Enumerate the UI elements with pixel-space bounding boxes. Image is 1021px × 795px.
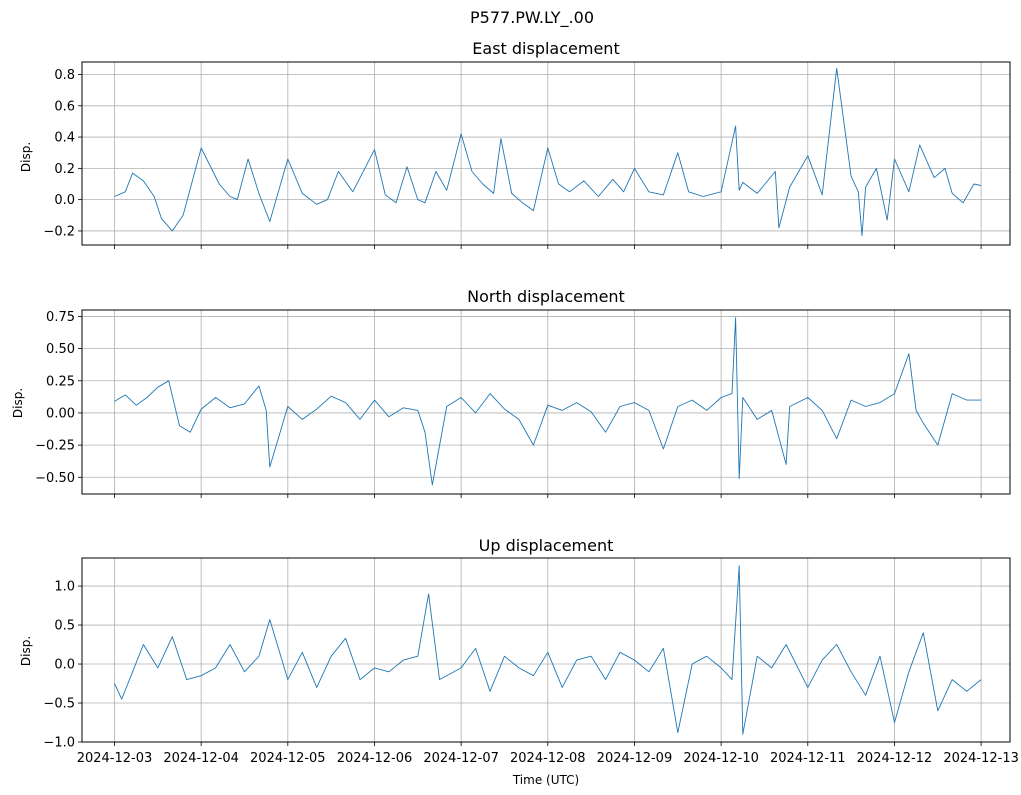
panel-up: Up displacement Disp. −1.0 −0.5 0.0 0.5 1.0 2… bbox=[19, 536, 1019, 766]
up-plot-area: −1.0 −0.5 0.0 0.5 1.0 2024-12-03 2024-12-04 202… bbox=[43, 557, 1019, 766]
north-ylabel: Disp. bbox=[11, 388, 25, 418]
east-y-tick-label: −0.2 bbox=[43, 224, 75, 239]
north-y-tick-label: −0.50 bbox=[35, 471, 75, 486]
up-y-tick-label: 1.0 bbox=[54, 580, 75, 595]
north-plot-area: −0.50 −0.25 0.00 0.25 0.50 0.75 bbox=[35, 309, 1011, 498]
up-displacement-line bbox=[114, 565, 982, 735]
east-panel-title: East displacement bbox=[472, 39, 619, 58]
up-y-tick-label: −0.5 bbox=[43, 697, 75, 712]
x-axis-label: Time (UTC) bbox=[512, 773, 579, 787]
x-tick-label: 2024-12-11 bbox=[770, 751, 846, 766]
east-y-tick-label: 0.4 bbox=[54, 131, 75, 146]
up-y-tick-label: 0.5 bbox=[54, 619, 75, 634]
north-y-tick-label: 0.00 bbox=[46, 406, 75, 421]
east-y-tick-label: 0.6 bbox=[54, 99, 75, 114]
x-tick-label: 2024-12-06 bbox=[337, 751, 413, 766]
x-tick-label: 2024-12-03 bbox=[77, 751, 153, 766]
north-axes-frame bbox=[81, 309, 1011, 495]
x-tick-label: 2024-12-12 bbox=[857, 751, 933, 766]
x-tick-label: 2024-12-09 bbox=[597, 751, 673, 766]
up-y-tick-label: 0.0 bbox=[54, 658, 75, 673]
up-axes-frame bbox=[81, 557, 1011, 743]
east-y-tick-label: 0.2 bbox=[54, 162, 75, 177]
figure-suptitle: P577.PW.LY_.00 bbox=[470, 8, 594, 28]
panel-east: East displacement Disp. −0.2 0.0 0.2 0.4 0.6… bbox=[19, 39, 1011, 249]
panel-north: North displacement Disp. −0.50 −0.25 0.00 0… bbox=[11, 287, 1011, 498]
x-tick-label: 2024-12-07 bbox=[423, 751, 499, 766]
north-y-tick-label: −0.25 bbox=[35, 439, 75, 454]
x-tick-label: 2024-12-10 bbox=[683, 751, 759, 766]
east-displacement-line bbox=[114, 67, 982, 237]
north-panel-title: North displacement bbox=[467, 287, 625, 306]
north-y-tick-label: 0.50 bbox=[46, 342, 75, 357]
east-ylabel: Disp. bbox=[19, 142, 33, 172]
north-y-tick-label: 0.25 bbox=[46, 374, 75, 389]
up-y-tick-label: −1.0 bbox=[43, 736, 75, 751]
east-plot-area: −0.2 0.0 0.2 0.4 0.6 0.8 bbox=[43, 61, 1011, 249]
x-tick-label: 2024-12-08 bbox=[510, 751, 586, 766]
x-tick-label: 2024-12-05 bbox=[250, 751, 326, 766]
north-y-tick-label: 0.75 bbox=[46, 310, 75, 325]
x-tick-label: 2024-12-13 bbox=[943, 751, 1019, 766]
north-displacement-line bbox=[114, 317, 982, 486]
east-axes-frame bbox=[81, 61, 1011, 246]
x-tick-label: 2024-12-04 bbox=[163, 751, 239, 766]
up-panel-title: Up displacement bbox=[479, 536, 614, 555]
east-y-tick-label: 0.8 bbox=[54, 68, 75, 83]
east-y-tick-label: 0.0 bbox=[54, 193, 75, 208]
up-ylabel: Disp. bbox=[19, 636, 33, 666]
